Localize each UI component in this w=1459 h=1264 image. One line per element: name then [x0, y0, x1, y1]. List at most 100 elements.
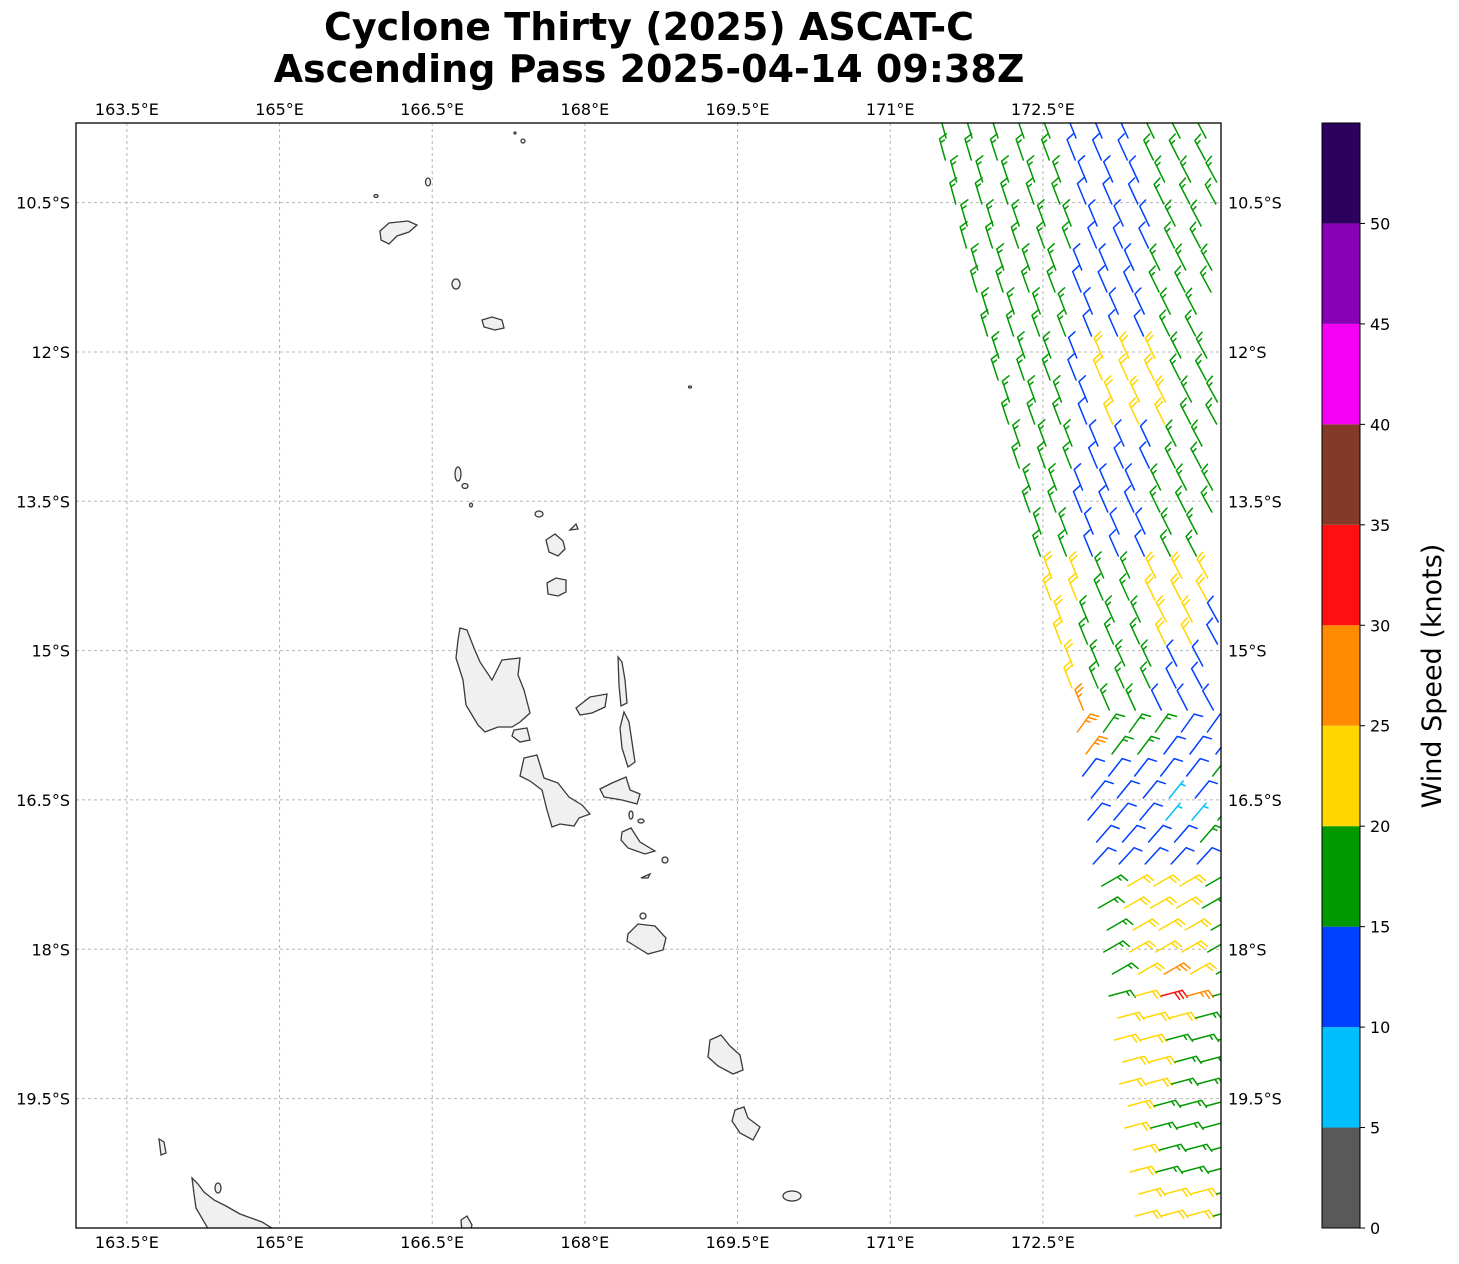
wind-barb	[1199, 265, 1212, 293]
wind-barb	[1210, 1146, 1221, 1151]
lat-tick-label-left: 15°S	[31, 642, 70, 661]
wind-barb	[1103, 375, 1115, 403]
wind-barb	[1132, 918, 1160, 931]
wind-barb	[1158, 918, 1186, 931]
wind-barb	[1205, 876, 1221, 887]
island	[626, 923, 667, 955]
colorbar-bin	[1322, 625, 1360, 726]
wind-barb	[1127, 177, 1139, 205]
island	[534, 510, 544, 518]
wind-barb	[1078, 375, 1089, 403]
wind-barb	[1180, 617, 1193, 645]
wind-barb	[1031, 309, 1041, 337]
wind-barb	[1154, 713, 1178, 733]
wind-barb	[1181, 595, 1193, 623]
wind-barb	[1176, 683, 1189, 711]
wind-barb	[1083, 529, 1094, 557]
wind-barb	[1173, 824, 1198, 843]
wind-barb	[1194, 1011, 1221, 1020]
lat-tick-label-left: 13.5°S	[16, 492, 70, 511]
wind-barb	[1036, 221, 1046, 249]
wind-barb	[1097, 896, 1125, 909]
island	[191, 1176, 273, 1228]
wind-barb	[1139, 802, 1163, 821]
wind-barb	[1129, 940, 1157, 953]
wind-barb	[1215, 746, 1221, 755]
lon-tick-label-bottom: 171°E	[866, 1233, 915, 1252]
island	[599, 776, 641, 805]
wind-barb	[1072, 485, 1083, 513]
wind-barb	[1186, 507, 1198, 535]
lat-tick-label-right: 13.5°S	[1228, 492, 1282, 511]
wind-barb	[1212, 993, 1221, 997]
wind-barb	[1068, 551, 1079, 579]
wind-barb	[1205, 375, 1219, 403]
wind-barb	[1217, 1038, 1221, 1041]
island	[687, 385, 693, 389]
wind-barb	[1111, 962, 1139, 975]
wind-barb	[1097, 265, 1108, 293]
colorbar-frame	[1321, 122, 1361, 1229]
map-title-line-1: Cyclone Thirty (2025) ASCAT-C	[323, 5, 975, 49]
island	[214, 1182, 222, 1194]
wind-barb	[989, 133, 999, 161]
wind-barb	[1092, 846, 1117, 865]
colorbar-bin	[1322, 123, 1360, 224]
wind-barb	[1149, 243, 1161, 271]
wind-barb	[1067, 573, 1078, 601]
lat-tick-label-left: 12°S	[31, 343, 70, 362]
wind-barb	[1191, 639, 1204, 667]
wind-barb	[964, 133, 973, 161]
wind-barb	[984, 221, 994, 249]
colorbar-tick-label: 45	[1370, 315, 1390, 334]
wind-barb	[1160, 507, 1172, 535]
wind-barb	[995, 265, 1004, 293]
wind-barb	[1020, 265, 1030, 293]
wind-barb	[1133, 757, 1158, 777]
wind-barb	[1087, 199, 1098, 227]
wind-barb	[1056, 309, 1067, 337]
wind-barb	[1063, 419, 1073, 447]
wind-barb	[1158, 309, 1171, 337]
island	[731, 1106, 761, 1141]
island	[513, 131, 517, 135]
wind-barb	[1205, 155, 1218, 183]
island	[461, 482, 469, 490]
wind-barb	[1190, 199, 1202, 227]
lat-tick-label-right: 16.5°S	[1228, 791, 1282, 810]
wind-barb	[1145, 551, 1157, 579]
wind-barb	[1037, 419, 1047, 447]
wind-barb	[1078, 617, 1089, 645]
wind-barb	[1107, 309, 1119, 337]
wind-barb	[1199, 824, 1221, 843]
wind-barb	[1113, 441, 1124, 469]
island	[575, 693, 608, 716]
map-background	[76, 123, 1221, 1228]
wind-barb	[1107, 757, 1132, 777]
wind-barb	[1026, 397, 1036, 425]
wind-barb	[1147, 824, 1172, 843]
wind-barb	[1114, 419, 1125, 447]
lat-tick-label-right: 19.5°S	[1228, 1090, 1282, 1109]
wind-barb	[1041, 353, 1051, 381]
wind-barb	[1166, 639, 1178, 667]
wind-barb	[1027, 375, 1037, 403]
colorbar: 0 5 10 15 20 25 30 35 40 45 50 Wind Speed (knots)	[1321, 122, 1448, 1238]
colorbar-tick-label: 50	[1370, 214, 1390, 233]
wind-barb	[1057, 287, 1067, 315]
wind-barb	[1124, 463, 1136, 491]
wind-barb	[1123, 265, 1134, 293]
wind-barb	[1206, 617, 1219, 645]
island	[546, 577, 567, 597]
wind-barb	[1194, 353, 1207, 381]
lon-tick-label-top: 171°E	[866, 100, 915, 119]
wind-barb	[1129, 375, 1141, 403]
wind-barb	[1000, 177, 1009, 205]
lon-tick-label-bottom: 168°E	[561, 1233, 610, 1252]
wind-barb	[1215, 970, 1221, 975]
wind-barb	[1102, 155, 1114, 183]
wind-barb	[1071, 265, 1082, 293]
wind-barb	[1144, 1232, 1170, 1240]
wind-barb	[1170, 846, 1195, 865]
wind-barb	[1170, 331, 1182, 359]
